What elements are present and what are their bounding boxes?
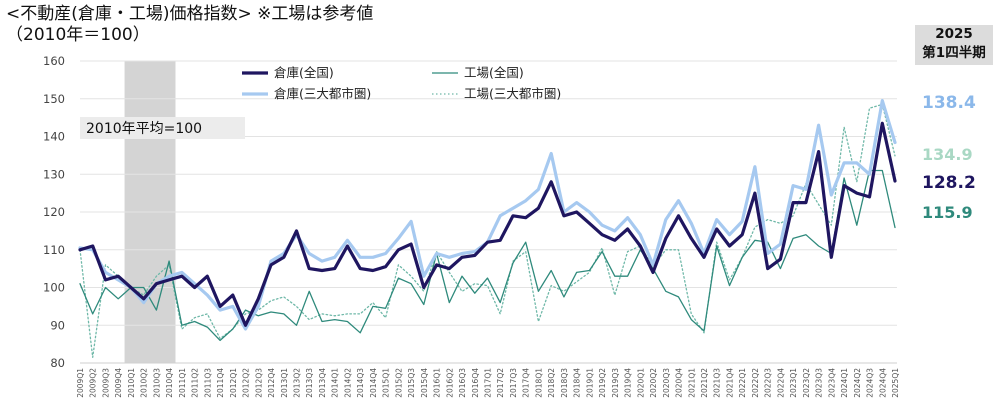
x-tick-label: 2016Q3	[458, 368, 467, 398]
x-tick-label: 2014Q3	[356, 368, 365, 398]
x-tick-label: 2018Q2	[547, 368, 556, 398]
x-tick-label: 2021Q3	[713, 368, 722, 398]
x-tick-label: 2018Q4	[573, 368, 582, 398]
legend-label-0: 倉庫(全国)	[274, 65, 334, 80]
period-quarter: 第1四半期	[922, 45, 986, 61]
x-tick-label: 2019Q3	[611, 368, 620, 398]
x-tick-label: 2022Q1	[738, 368, 747, 398]
annotation-box	[80, 117, 245, 139]
x-tick-label: 2024Q1	[840, 368, 849, 398]
x-tick-label: 2017Q4	[522, 368, 531, 398]
y-tick-label: 120	[43, 205, 65, 219]
x-tick-label: 2013Q2	[292, 368, 301, 398]
annotation-text: 2010年平均=100	[86, 121, 202, 137]
x-tick-label: 2023Q4	[827, 368, 836, 398]
x-tick-label: 2017Q2	[496, 368, 505, 398]
series-line-0	[78, 121, 897, 327]
x-tick-label: 2009Q1	[76, 368, 85, 398]
series-line-3	[79, 103, 896, 358]
y-tick-label: 110	[43, 243, 65, 257]
series-line-2	[79, 169, 896, 342]
x-tick-label: 2023Q2	[802, 368, 811, 398]
x-tick-label: 2012Q4	[267, 368, 276, 398]
x-tick-label: 2010Q2	[140, 368, 149, 398]
x-tick-label: 2021Q4	[725, 368, 734, 398]
x-tick-label: 2019Q4	[624, 368, 633, 398]
y-tick-label: 90	[50, 318, 65, 332]
y-tick-label: 140	[43, 130, 65, 144]
x-tick-label: 2020Q1	[636, 368, 645, 398]
x-tick-label: 2018Q1	[534, 368, 543, 398]
x-tick-label: 2024Q2	[853, 368, 862, 398]
y-tick-label: 150	[43, 92, 65, 106]
x-tick-label: 2014Q1	[331, 368, 340, 398]
chart-title: <不動産(倉庫・工場)価格指数> ※工場は参考値	[6, 4, 374, 24]
x-tick-label: 2024Q3	[866, 368, 875, 398]
x-tick-label: 2009Q3	[101, 368, 110, 398]
x-tick-label: 2012Q1	[229, 368, 238, 398]
y-tick-label: 80	[50, 356, 65, 370]
end-label-factory-national: 115.9	[922, 203, 973, 222]
x-tick-label: 2009Q2	[89, 368, 98, 398]
x-tick-label: 2012Q2	[242, 368, 251, 398]
x-tick-label: 2023Q3	[815, 368, 824, 398]
x-tick-label: 2011Q2	[191, 368, 200, 398]
x-tick-label: 2011Q1	[178, 368, 187, 398]
x-tick-label: 2019Q1	[585, 368, 594, 398]
x-tick-label: 2014Q4	[369, 368, 378, 398]
legend-label-1: 倉庫(三大都市圏)	[274, 86, 371, 101]
end-label-factory-metro: 134.9	[922, 145, 973, 164]
x-tick-label: 2021Q1	[687, 368, 696, 398]
legend-label-3: 工場(三大都市圏)	[464, 86, 561, 101]
x-tick-label: 2022Q3	[764, 368, 773, 398]
x-tick-label: 2009Q4	[114, 368, 123, 398]
y-tick-label: 160	[43, 54, 65, 68]
x-tick-label: 2020Q2	[649, 368, 658, 398]
x-tick-label: 2016Q2	[445, 368, 454, 398]
y-tick-label: 130	[43, 167, 65, 181]
x-tick-label: 2012Q3	[254, 368, 263, 398]
x-tick-label: 2021Q2	[700, 368, 709, 398]
x-tick-label: 2013Q1	[280, 368, 289, 398]
x-tick-label: 2022Q4	[776, 368, 785, 398]
x-tick-label: 2019Q2	[598, 368, 607, 398]
x-tick-label: 2020Q3	[662, 368, 671, 398]
x-tick-label: 2024Q4	[878, 368, 887, 398]
x-tick-label: 2017Q3	[509, 368, 518, 398]
x-tick-label: 2010Q1	[127, 368, 136, 398]
x-tick-label: 2015Q4	[420, 368, 429, 398]
x-tick-label: 2013Q4	[318, 368, 327, 398]
x-tick-label: 2014Q2	[343, 368, 352, 398]
x-tick-label: 2015Q1	[382, 368, 391, 398]
x-tick-label: 2018Q3	[560, 368, 569, 398]
end-label-warehouse-metro: 138.4	[922, 93, 976, 113]
x-tick-label: 2016Q4	[471, 368, 480, 398]
x-tick-label: 2013Q3	[305, 368, 314, 398]
x-tick-label: 2015Q3	[407, 368, 416, 398]
y-tick-label: 100	[43, 281, 65, 295]
x-tick-label: 2020Q4	[675, 368, 684, 398]
x-tick-label: 2025Q1	[891, 368, 900, 398]
x-tick-label: 2022Q2	[751, 368, 760, 398]
x-tick-label: 2011Q4	[216, 368, 225, 398]
x-tick-label: 2010Q3	[152, 368, 161, 398]
chart-subtitle: （2010年＝100）	[6, 25, 150, 45]
x-tick-label: 2015Q2	[394, 368, 403, 398]
x-tick-label: 2011Q3	[203, 368, 212, 398]
legend-label-2: 工場(全国)	[464, 65, 524, 80]
x-tick-label: 2017Q1	[484, 368, 493, 398]
x-tick-label: 2023Q1	[789, 368, 798, 398]
period-year: 2025	[935, 26, 973, 42]
x-tick-label: 2016Q1	[433, 368, 442, 398]
x-tick-label: 2010Q4	[165, 368, 174, 398]
period-badge: 2025 第1四半期	[915, 25, 993, 65]
end-label-warehouse-national: 128.2	[922, 173, 976, 193]
